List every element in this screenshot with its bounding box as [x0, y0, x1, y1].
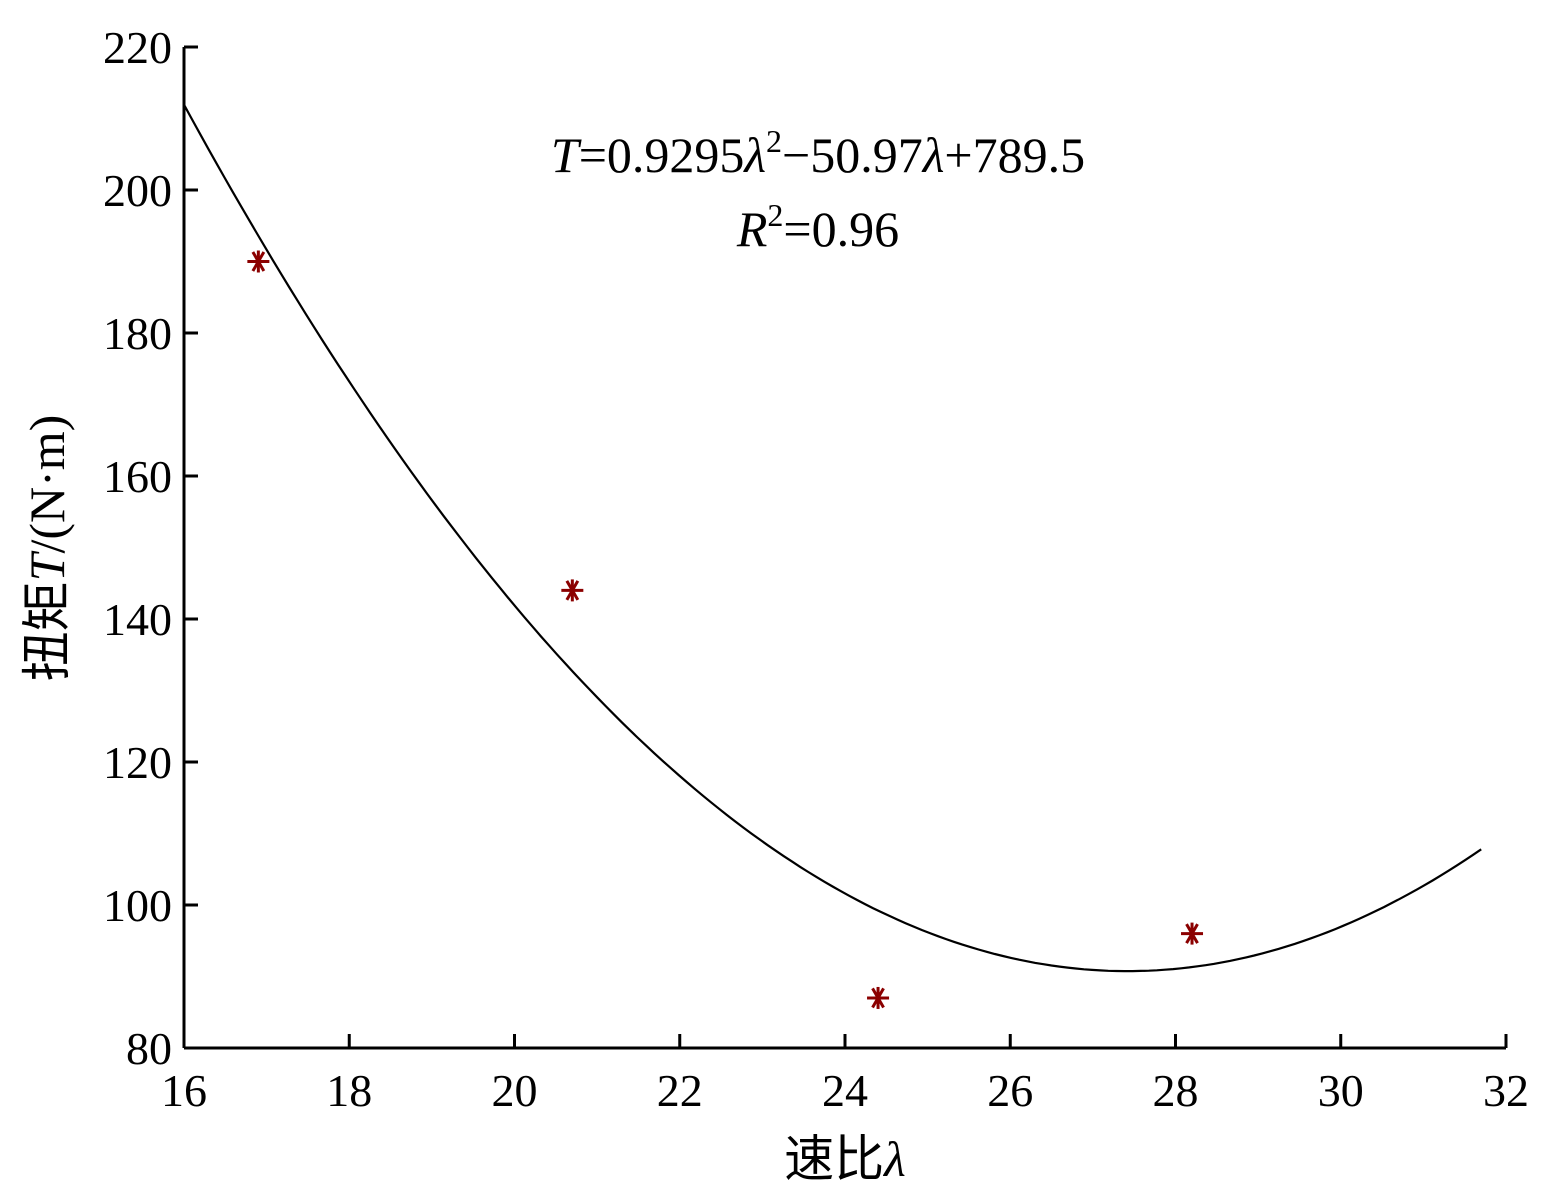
- x-tick-label: 20: [492, 1065, 538, 1116]
- x-ticks: 16 18 20 22 24 26 28 30 32: [161, 1034, 1529, 1116]
- data-point: [247, 250, 270, 273]
- fit-equation: T=0.9295λ2−50.97λ+789.5: [551, 123, 1085, 183]
- fit-curve-group: [183, 104, 1482, 973]
- x-tick-label: 26: [987, 1065, 1033, 1116]
- y-tick-label: 200: [103, 165, 172, 216]
- y-tick-label: 160: [103, 451, 172, 502]
- y-tick-label: 120: [103, 737, 172, 788]
- fit-curve: [183, 104, 1482, 973]
- r-squared: R2=0.96: [736, 197, 899, 257]
- y-ticks: 80 100 120 140 160 180 200 220: [103, 22, 198, 1074]
- y-tick-label: 180: [103, 308, 172, 359]
- data-point: [561, 579, 584, 602]
- y-tick-label: 220: [103, 22, 172, 73]
- y-axis-title: 扭矩T/(N·m): [19, 415, 75, 682]
- data-points: [247, 250, 1204, 1009]
- x-tick-label: 28: [1153, 1065, 1199, 1116]
- y-tick-label: 80: [126, 1023, 172, 1074]
- data-point: [1181, 922, 1204, 945]
- x-tick-label: 18: [326, 1065, 372, 1116]
- x-axis-title: 速比λ: [784, 1131, 906, 1187]
- y-tick-label: 140: [103, 594, 172, 645]
- x-tick-label: 30: [1318, 1065, 1364, 1116]
- x-tick-label: 22: [657, 1065, 703, 1116]
- y-tick-label: 100: [103, 880, 172, 931]
- x-tick-label: 16: [161, 1065, 207, 1116]
- x-tick-label: 32: [1483, 1065, 1529, 1116]
- x-tick-label: 24: [822, 1065, 868, 1116]
- axes: [182, 47, 1506, 1050]
- data-point: [867, 986, 890, 1009]
